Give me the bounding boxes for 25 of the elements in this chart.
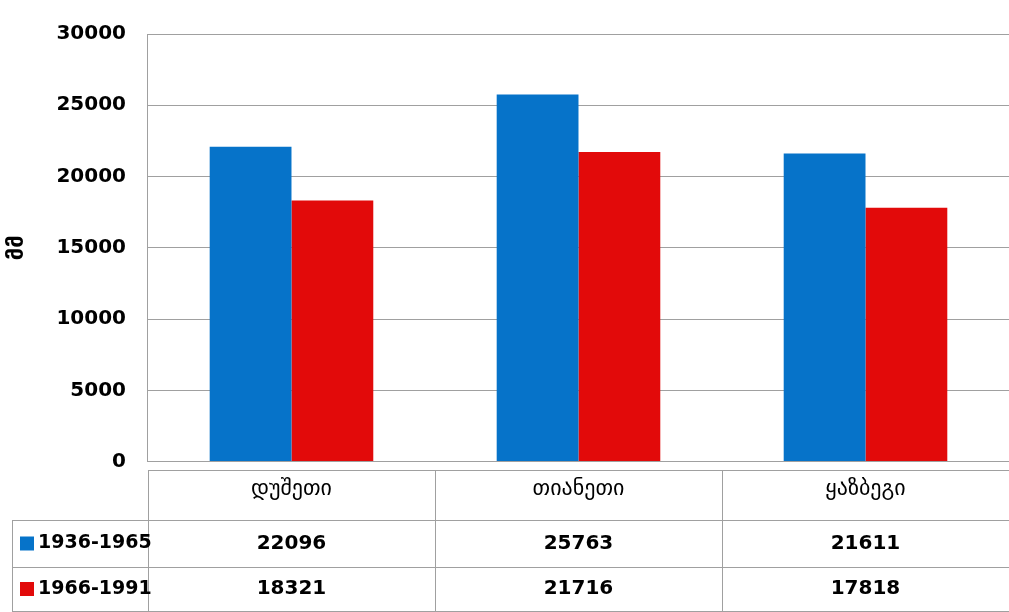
legend-label: 1966-1991 <box>38 575 152 598</box>
data-label: 18321 <box>256 575 327 600</box>
x-tick-label: ყაზბეგი <box>825 474 906 500</box>
y-tick-label: 5000 <box>70 376 126 401</box>
x-tick-label: თიანეთი <box>532 474 625 500</box>
bar <box>865 207 948 462</box>
bar <box>578 152 661 462</box>
bar <box>209 146 292 462</box>
x-tick-label: დუშეთი <box>250 474 333 500</box>
y-tick-label: 25000 <box>56 91 126 116</box>
y-tick-label: 10000 <box>56 305 126 330</box>
y-tick-label: 30000 <box>56 20 126 45</box>
y-axis-title: მმ <box>2 235 28 261</box>
data-label: 21716 <box>543 575 614 600</box>
bar <box>783 153 866 462</box>
y-tick-label: 0 <box>112 447 126 472</box>
legend-label: 1936-1965 <box>38 530 152 553</box>
bar <box>291 200 374 462</box>
data-label: 25763 <box>543 529 614 554</box>
y-tick-label: 15000 <box>56 234 126 258</box>
data-label: 17818 <box>830 575 901 600</box>
y-tick-label: 20000 <box>56 162 126 187</box>
data-label: 21611 <box>830 529 901 554</box>
bar <box>496 94 579 462</box>
data-label: 22096 <box>256 529 327 554</box>
